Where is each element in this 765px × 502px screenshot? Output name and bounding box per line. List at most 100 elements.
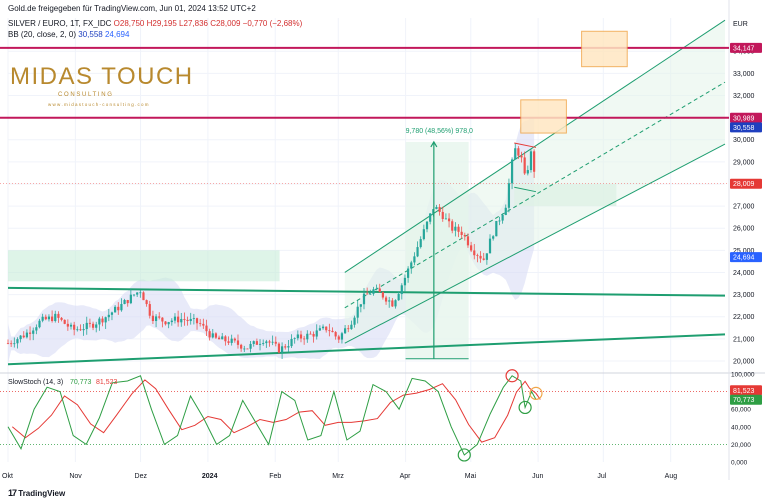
currency-label: EUR [733,21,748,28]
candle-body [369,293,372,295]
candle-body [236,340,240,345]
candle-body [397,294,400,301]
candle-body [120,304,123,311]
tradingview-logo-icon: 17 [8,488,17,498]
candle-body [117,306,120,311]
candle-body [91,323,95,328]
stoch-k-value: 70,773 [70,379,92,386]
candle-body [343,328,347,334]
candle-body [498,220,501,222]
candle-body [514,148,517,160]
candle-body [457,226,460,232]
candle-body [394,300,397,307]
candle-body [460,231,463,235]
stoch-y-tick: 100,000 [731,372,755,379]
candle-body [227,341,230,343]
candle-body [271,341,274,343]
candle-body [466,236,470,246]
candle-body [224,336,227,342]
stoch-title: SlowStoch (14, 3) [8,379,63,386]
pattern-line-top [514,142,537,148]
candle-body [32,330,35,334]
candle-body [425,221,429,230]
candle-body [507,183,511,208]
candle-body [258,343,262,345]
candle-body [142,292,145,301]
candle-body [321,326,325,329]
stoch-tag-bg [730,394,762,405]
stoch-y-tick: 20,000 [731,442,751,449]
candle-body [328,330,331,332]
candle-body [375,288,378,290]
candle-body [470,245,473,251]
candle-body [523,157,526,174]
y-tick-label: 24,000 [733,270,755,277]
candle-body [28,332,32,334]
candle-body [246,348,249,350]
candle-body [274,341,277,344]
candle-body [6,343,10,345]
candle-body [208,331,211,338]
candle-body [151,315,155,322]
candle-body [366,293,369,295]
candle-body [504,207,507,215]
candle-body [60,317,63,320]
candle-body [221,336,224,340]
candle-body [158,316,161,318]
candle-body [252,341,255,344]
candle-body [410,262,413,269]
candle-body [520,155,523,158]
candles [6,143,536,360]
candle-body [230,338,233,343]
candle-body [211,333,214,338]
tradingview-brand[interactable]: 17 TradingView [8,488,65,498]
candle-body [277,343,281,353]
measure-arrowhead [430,140,438,148]
candle-body [44,316,47,320]
candle-body [167,322,170,325]
bb-line: BB (20, close, 2, 0) 30,558 24,694 [8,30,129,39]
candle-body [290,338,293,347]
candle-body [177,316,180,323]
candle-body [441,211,444,219]
candle-body [533,151,536,172]
candle-body [318,328,321,331]
candle-body [199,323,202,325]
candle-body [243,348,246,350]
candle-body [183,318,186,320]
candle-body [331,330,334,333]
candle-body [359,304,362,307]
stoch-tag-label: 81,523 [733,388,755,395]
support-trendline [7,333,726,366]
candle-body [315,330,318,337]
channel-upper-line [344,19,726,273]
y-tick-label: 32,000 [733,93,755,100]
candle-body [82,329,85,331]
logo-url: w w w . m i d a s t o u c h - c o n s u … [48,102,149,107]
candle-body [444,218,448,220]
symbol-line: SILVER / EURO, 1T, FX_IDC O28,750 H29,19… [8,19,302,28]
candle-body [13,343,16,345]
candle-body [22,335,25,338]
candle-body [154,316,158,322]
candle-body [495,221,498,237]
candle-body [10,343,13,345]
candle-body [350,324,353,330]
target-box-lower [520,99,567,134]
candle-body [356,306,359,318]
candle-body [340,333,344,340]
stoch-highlight-circle [518,400,532,415]
candle-body [479,255,482,259]
candle-body [419,239,422,248]
candle-body [95,324,98,328]
source-line: Gold.de freigegeben für TradingView.com,… [8,4,256,13]
logo-sub: C O N S U L T I N G [58,92,112,98]
x-tick-label: Mrz [332,473,344,480]
candle-body [214,333,218,338]
candle-body [233,338,236,341]
candle-body [107,314,110,318]
price-tag-label: 24,694 [733,255,755,262]
candle-body [123,300,126,305]
candle-body [413,256,416,263]
candle-body [51,316,54,322]
